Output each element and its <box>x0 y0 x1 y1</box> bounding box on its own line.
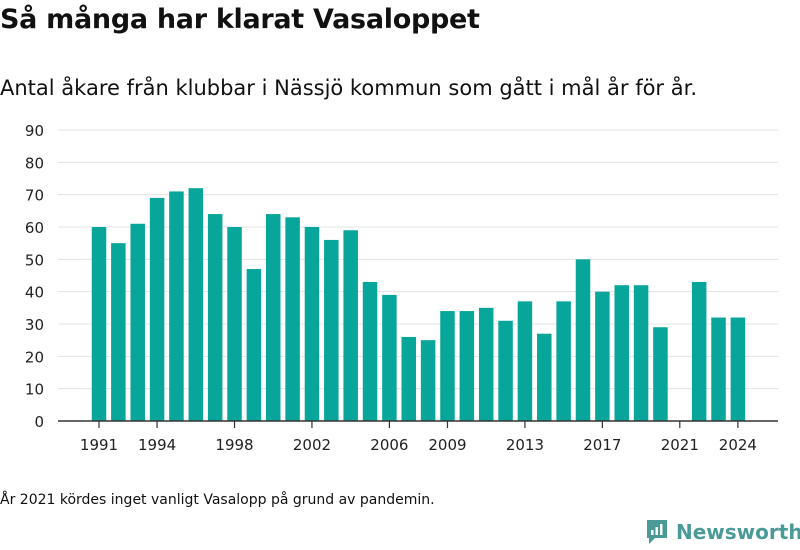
bar <box>207 214 223 421</box>
bar <box>227 227 242 421</box>
y-tick-label: 90 <box>25 122 44 140</box>
y-tick-label: 80 <box>25 154 44 172</box>
bar <box>382 294 397 421</box>
bar <box>653 327 668 421</box>
bar <box>111 243 126 421</box>
footnote: År 2021 kördes inget vanligt Vasalopp på… <box>0 492 435 508</box>
bar-chart: 0 10 20 30 40 50 60 70 80 90 1991 1994 1998 2002 2006 2… <box>25 122 778 454</box>
y-tick-label: 20 <box>25 348 44 366</box>
y-tick-label: 60 <box>25 219 44 237</box>
bar <box>401 336 417 421</box>
x-tick-label: 2006 <box>370 436 408 454</box>
y-tick-label: 0 <box>34 413 44 431</box>
chart-subtitle: Antal åkare från klubbar i Nässjö kommun… <box>0 76 697 100</box>
bar <box>362 281 378 421</box>
bar <box>517 301 533 421</box>
x-tick-label: 2024 <box>719 436 757 454</box>
bar <box>498 320 513 421</box>
bar <box>265 214 281 421</box>
bar <box>691 281 707 421</box>
y-tick-label: 70 <box>25 187 44 205</box>
bar <box>324 239 339 421</box>
newsworthy-logo-icon <box>647 520 667 544</box>
bar <box>91 227 107 421</box>
x-tick-label: 1994 <box>138 436 176 454</box>
bar <box>246 269 262 421</box>
x-tick-label: 1991 <box>80 436 118 454</box>
y-tick-label: 40 <box>25 284 44 302</box>
bar <box>595 291 610 421</box>
y-tick-label: 50 <box>25 251 44 269</box>
x-tick-label: 2009 <box>428 436 466 454</box>
x-tick-label: 2021 <box>661 436 699 454</box>
bar <box>537 333 552 421</box>
bar <box>149 197 165 421</box>
bar <box>304 227 320 421</box>
bar <box>614 285 629 421</box>
bar <box>730 317 746 421</box>
bar <box>711 317 726 421</box>
chart-title: Så många har klarat Vasaloppet <box>0 4 480 35</box>
bar <box>478 307 494 421</box>
bar <box>343 230 358 421</box>
x-tick-label: 2002 <box>293 436 331 454</box>
bar <box>420 340 436 421</box>
bar <box>188 188 204 421</box>
brand-name: Newsworthy <box>676 520 800 544</box>
x-tick-label: 2017 <box>583 436 621 454</box>
bar <box>459 311 475 421</box>
bar <box>556 301 571 421</box>
bar <box>440 311 455 421</box>
x-tick-label: 2013 <box>506 436 544 454</box>
bar <box>575 259 591 421</box>
brand-logo: Newsworthy <box>645 518 800 546</box>
bar <box>633 285 649 421</box>
bar <box>169 191 184 421</box>
bar <box>285 217 300 421</box>
bar <box>130 223 145 421</box>
y-tick-label: 30 <box>25 316 44 334</box>
x-tick-label: 1998 <box>215 436 253 454</box>
y-tick-label: 10 <box>25 381 44 399</box>
